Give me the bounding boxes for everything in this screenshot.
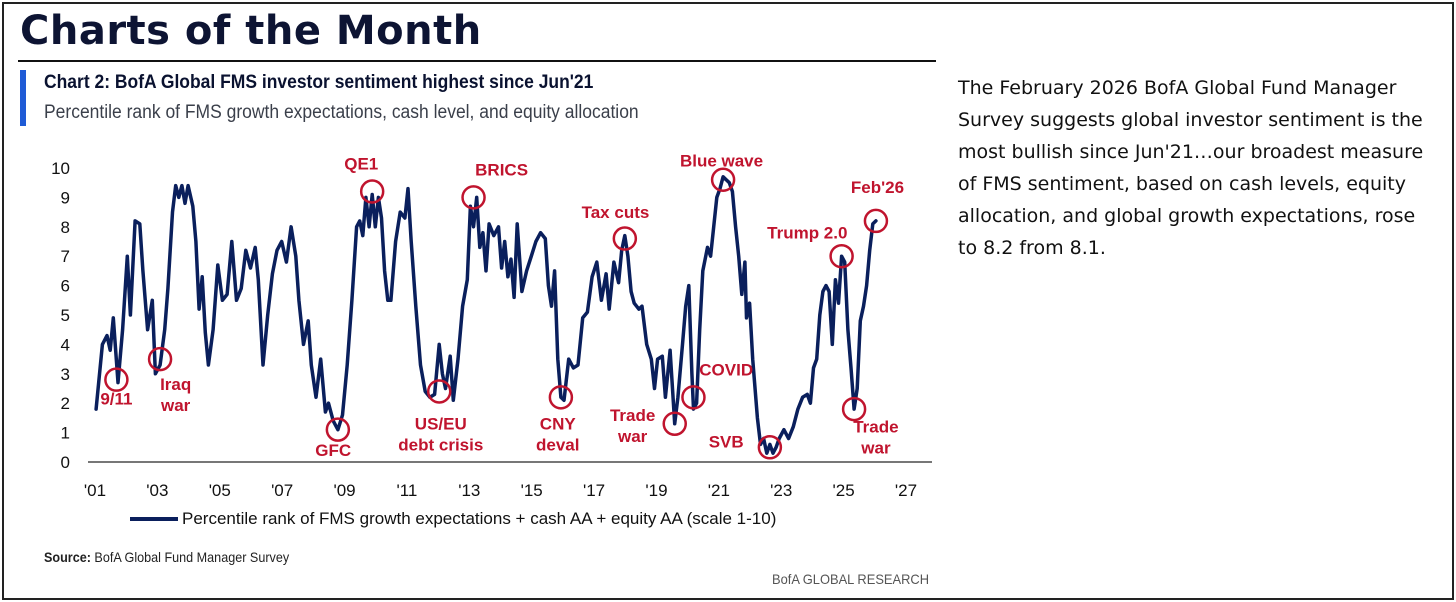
annotation-label: Feb'26 — [851, 178, 904, 197]
sentiment-line-chart: 0 1 2 3 4 5 6 7 8 9 10 '01 '03 '05 '07 '09 '11 '13 '15 '17… — [51, 152, 932, 500]
y-tick-label: 9 — [61, 188, 70, 207]
series-line — [94, 175, 878, 455]
annotation-circle — [147, 346, 173, 372]
y-tick-label: 2 — [61, 394, 70, 413]
annotation-circle — [662, 411, 687, 437]
annotation-label: COVID — [699, 360, 753, 379]
annotation-circle — [426, 379, 452, 404]
annotation-circle — [829, 243, 854, 269]
x-tick-label: '19 — [645, 481, 667, 500]
page-title: Charts of the Month — [20, 8, 482, 54]
x-tick-label: '21 — [708, 481, 730, 500]
x-tick-label: '13 — [458, 481, 480, 500]
annotation-circle — [548, 385, 574, 410]
y-tick-label: 3 — [61, 365, 70, 384]
series-layer — [94, 175, 878, 455]
y-tick-label: 7 — [61, 247, 70, 266]
x-tick-label: '03 — [146, 481, 168, 500]
annotation-label: Iraq war — [160, 375, 191, 415]
y-tick-label: 6 — [61, 277, 70, 296]
annotation-label: Blue wave — [680, 152, 763, 171]
x-tick-label: '27 — [895, 481, 917, 500]
annotation-circle — [461, 185, 486, 210]
x-tick-label: '17 — [583, 481, 605, 500]
y-axis: 0 1 2 3 4 5 6 7 8 9 10 — [51, 159, 70, 472]
annotation-label: BRICS — [475, 160, 528, 179]
y-tick-label: 1 — [61, 424, 70, 443]
x-tick-label: '05 — [209, 481, 231, 500]
annotation-label: 9/11 — [100, 390, 132, 409]
source-text: BofA Global Fund Manager Survey — [94, 549, 290, 565]
chart-title: Chart 2: BofA Global FMS investor sentim… — [44, 72, 594, 93]
y-tick-label: 4 — [61, 335, 70, 354]
annotation-circle — [612, 226, 638, 251]
annotation-circle — [359, 179, 385, 204]
annotation-circle — [863, 208, 889, 234]
annotation-label: Trade war — [853, 418, 898, 458]
annotation-label: GFC — [315, 441, 351, 460]
source-note: Source: BofA Global Fund Manager Survey — [44, 549, 289, 565]
x-tick-label: '11 — [396, 481, 417, 500]
annotation-label: Trade war — [610, 406, 655, 446]
x-tick-label: '07 — [271, 481, 293, 500]
annotation-circle — [757, 435, 783, 460]
annotation-circle — [681, 385, 706, 410]
legend-swatch — [130, 517, 178, 521]
annotation-circle — [325, 417, 351, 442]
source-label: Source: — [44, 549, 91, 565]
x-tick-label: '25 — [833, 481, 855, 500]
annotations-layer: 9/11 Iraq war GFC QE1 US/EU debt crisis BRICS CN… — [100, 152, 904, 461]
annotation-circle — [104, 367, 129, 392]
annotation-circle — [710, 167, 736, 193]
x-tick-label: '23 — [770, 481, 792, 500]
x-tick-label: '01 — [84, 481, 106, 500]
x-tick-label: '15 — [521, 481, 543, 500]
y-tick-label: 8 — [61, 218, 70, 237]
chart-legend: Percentile rank of FMS growth expectatio… — [130, 509, 776, 529]
annotation-label: CNY deval — [536, 415, 579, 455]
chart-subtitle: Percentile rank of FMS growth expectatio… — [44, 102, 639, 123]
x-axis: '01 '03 '05 '07 '09 '11 '13 '15 '17 '19 '21 '23 '25 '… — [84, 461, 932, 500]
annotation-label: QE1 — [344, 154, 378, 173]
x-tick-label: '09 — [333, 481, 355, 500]
commentary-text: The February 2026 BofA Global Fund Manag… — [958, 77, 1424, 259]
chart-accent-bar — [20, 70, 26, 126]
footer-brand: BofA GLOBAL RESEARCH — [772, 571, 930, 587]
annotation-label: Trump 2.0 — [767, 224, 847, 243]
legend-label: Percentile rank of FMS growth expectatio… — [182, 509, 777, 528]
title-divider — [18, 60, 936, 62]
y-tick-label: 10 — [51, 159, 70, 178]
y-tick-label: 0 — [61, 453, 70, 472]
y-tick-label: 5 — [61, 306, 70, 325]
annotation-label: SVB — [709, 432, 744, 451]
annotation-circle — [841, 396, 867, 422]
annotation-label: Tax cuts — [582, 203, 650, 222]
annotation-label: US/EU debt crisis — [398, 415, 483, 455]
